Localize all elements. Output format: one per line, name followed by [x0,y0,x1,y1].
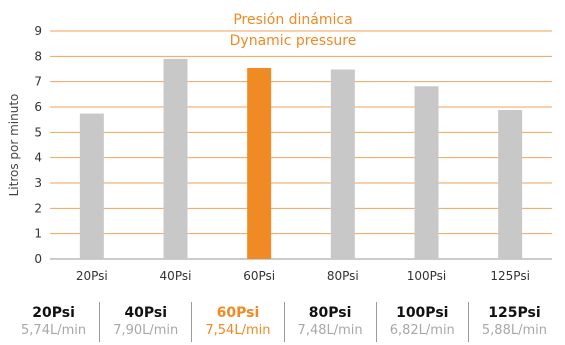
y-axis-label: Litros por minuto [7,94,21,197]
y-tick-label: 5 [34,125,42,139]
x-tick-label: 40Psi [160,269,192,283]
bar [414,86,439,259]
x-tick-label: 60Psi [243,269,275,283]
bars [79,58,523,259]
y-tick-label: 1 [34,227,42,241]
summary-flow: 7,90L/min [113,323,179,338]
summary-cell: 100Psi 6,82L/min [377,302,469,342]
y-tick-label: 8 [34,49,42,63]
summary-cell: 80Psi 7,48L/min [285,302,377,342]
y-tick-label: 0 [34,252,42,266]
x-tick-label: 100Psi [407,269,447,283]
summary-pressure: 125Psi [488,305,541,321]
grid-lines [50,30,552,260]
summary-pressure: 100Psi [396,305,449,321]
bar [498,110,523,259]
bar-highlighted [247,67,272,259]
y-tick-label: 7 [34,75,42,89]
chart-title: Presión dinámica [233,12,352,28]
summary-pressure: 20Psi [32,305,75,321]
x-tick-label: 125Psi [490,269,530,283]
y-tick-label: 2 [34,201,42,215]
summary-pressure: 40Psi [124,305,168,321]
y-tick-label: 9 [34,24,42,38]
summary-flow: 5,88L/min [481,323,547,338]
bar [79,113,104,259]
x-tick-label: 80Psi [327,269,359,283]
summary-pressure: 80Psi [308,305,352,321]
summary-flow: 7,54L/min [205,323,271,338]
summary-cell: 20Psi 5,74L/min [8,302,101,342]
summary-table: 20Psi 5,74L/min 40Psi 7,90L/min 60Psi 7,… [8,302,560,342]
x-tick-label: 20Psi [76,269,108,283]
y-tick-label: 6 [34,100,42,114]
summary-flow: 5,74L/min [21,323,87,338]
summary-pressure: 60Psi [216,305,260,321]
x-axis-ticks: 20Psi 40Psi 60Psi 80Psi 100Psi 125Psi [76,269,530,283]
chart-subtitle: Dynamic pressure [230,33,357,49]
summary-cell: 40Psi 7,90L/min [100,302,193,342]
bar [163,58,188,259]
summary-flow: 6,82L/min [389,323,455,338]
bar [330,69,355,259]
summary-cell: 125Psi 5,88L/min [469,302,560,342]
summary-flow: 7,48L/min [297,323,363,338]
y-axis-ticks: 0 1 2 3 4 5 6 7 8 9 [34,24,42,266]
y-tick-label: 4 [34,151,42,165]
y-tick-label: 3 [34,176,42,190]
summary-cell-highlighted: 60Psi 7,54L/min [192,302,285,342]
